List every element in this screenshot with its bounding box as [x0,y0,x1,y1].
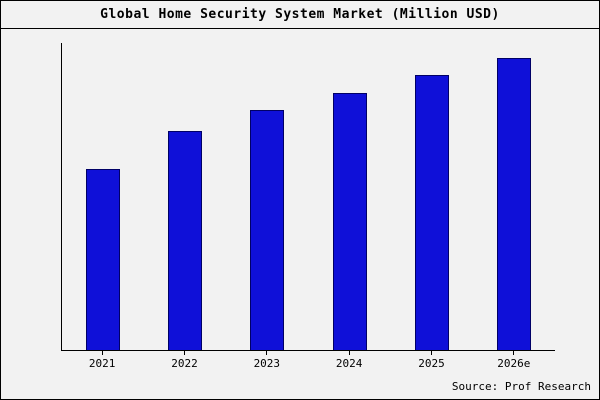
tick-slot [61,351,143,355]
tick-slot [473,351,555,355]
x-tick [348,351,350,355]
x-tick [513,351,515,355]
bar-2022 [168,130,203,350]
bar-2025 [414,75,449,350]
bar-2024 [332,92,367,350]
bar-2021 [86,168,121,350]
x-tick [266,351,268,355]
bar-2023 [250,110,285,350]
bar-slot-2026e [473,43,555,350]
x-label-2026e: 2026e [497,357,531,370]
tick-slot [226,351,308,355]
chart-title: Global Home Security System Market (Mill… [100,7,500,22]
x-label-2021: 2021 [88,357,116,370]
source-attribution: Source: Prof Research [451,380,591,393]
bar-slot-2025 [391,43,473,350]
bar-2026e [496,57,531,350]
x-axis-ticks [61,351,555,355]
bar-group [62,43,555,350]
bar-slot-2022 [144,43,226,350]
plot-area [61,43,555,351]
x-label-2022: 2022 [171,357,198,370]
x-label-2023: 2023 [253,357,281,370]
bar-slot-2024 [309,43,391,350]
x-tick [101,351,103,355]
x-tick [183,351,185,355]
tick-slot [390,351,472,355]
x-axis-labels: 2021 2022 2023 2024 2025 2026e [61,357,555,370]
chart-title-bar: Global Home Security System Market (Mill… [1,1,599,29]
bar-slot-2021 [62,43,144,350]
x-tick [430,351,432,355]
x-label-2024: 2024 [335,357,363,370]
tick-slot [308,351,390,355]
bar-slot-2023 [226,43,308,350]
x-label-2025: 2025 [418,357,445,370]
tick-slot [143,351,225,355]
